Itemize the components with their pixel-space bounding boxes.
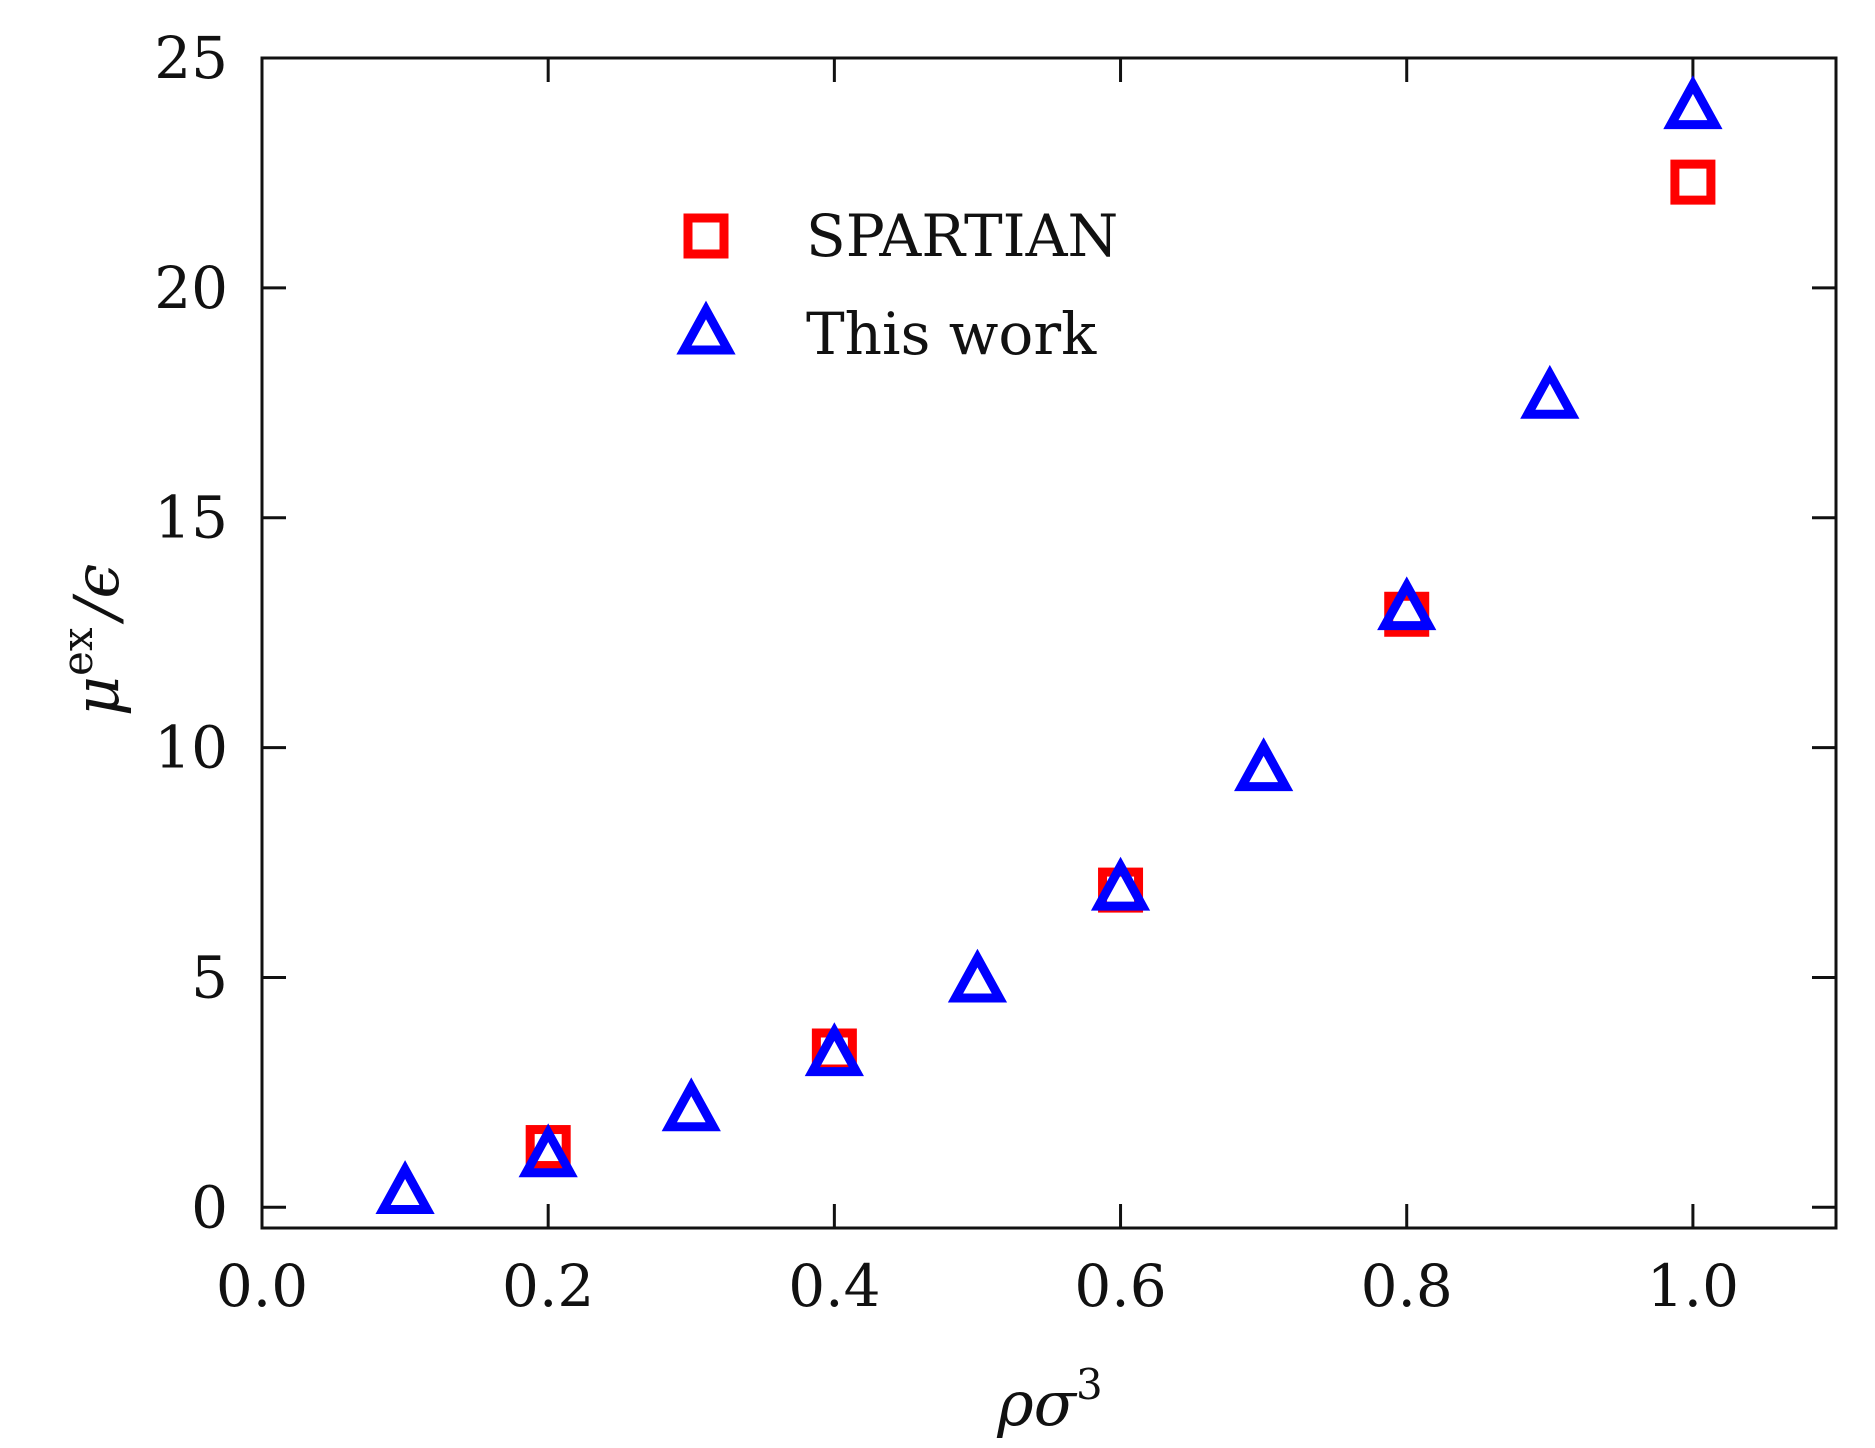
spartian-marker bbox=[1670, 159, 1716, 205]
y-axis-label: μex/ϵ bbox=[53, 564, 133, 716]
x-axis-label-main: ρσ bbox=[996, 1367, 1077, 1440]
legend: SPARTIAN This work bbox=[676, 202, 1118, 368]
y-axis-label-sup: ex bbox=[53, 627, 102, 676]
data-markers bbox=[375, 75, 1723, 1215]
legend-label-spartian: SPARTIAN bbox=[806, 202, 1118, 270]
axis-ticks bbox=[260, 56, 1836, 1228]
this-work-marker bbox=[1090, 856, 1151, 911]
x-tick-label: 0.0 bbox=[216, 1252, 308, 1320]
this-work-marker bbox=[661, 1077, 721, 1132]
y-tick-label: 25 bbox=[154, 24, 228, 92]
this-work-marker bbox=[947, 948, 1008, 1003]
legend-triangle-icon bbox=[676, 300, 736, 355]
x-tick-label: 0.6 bbox=[1074, 1252, 1166, 1320]
y-tick-labels: 0 5 10 15 20 25 bbox=[154, 24, 228, 1241]
plot-frame bbox=[260, 56, 1838, 1230]
this-work-marker bbox=[1234, 737, 1294, 792]
this-work-marker bbox=[1520, 364, 1580, 419]
this-work-marker bbox=[1377, 576, 1437, 631]
x-tick-label: 1.0 bbox=[1647, 1252, 1739, 1320]
legend-label-this-work: This work bbox=[806, 300, 1097, 368]
plot-border bbox=[260, 56, 1838, 1230]
y-tick-label: 10 bbox=[154, 714, 228, 782]
x-tick-label: 0.4 bbox=[788, 1252, 880, 1320]
series-this-work bbox=[375, 75, 1723, 1215]
this-work-marker bbox=[804, 1022, 864, 1077]
x-tick-labels: 0.0 0.2 0.4 0.6 0.8 1.0 bbox=[216, 1252, 1739, 1320]
y-tick-label: 15 bbox=[154, 484, 228, 552]
y-tick-label: 5 bbox=[191, 943, 228, 1011]
this-work-marker bbox=[518, 1123, 578, 1178]
this-work-marker bbox=[1663, 75, 1723, 130]
x-tick-label: 0.2 bbox=[502, 1252, 594, 1320]
legend-square-icon bbox=[683, 213, 729, 259]
x-axis-label-sup: 3 bbox=[1076, 1360, 1103, 1409]
y-tick-label: 20 bbox=[154, 254, 228, 322]
this-work-marker bbox=[375, 1160, 435, 1215]
y-axis-label-main: μ bbox=[60, 676, 133, 716]
x-tick-label: 0.8 bbox=[1361, 1252, 1453, 1320]
x-axis-label: ρσ3 bbox=[996, 1360, 1103, 1440]
y-tick-label: 0 bbox=[191, 1173, 228, 1241]
y-axis-label-rest: /ϵ bbox=[60, 564, 133, 625]
